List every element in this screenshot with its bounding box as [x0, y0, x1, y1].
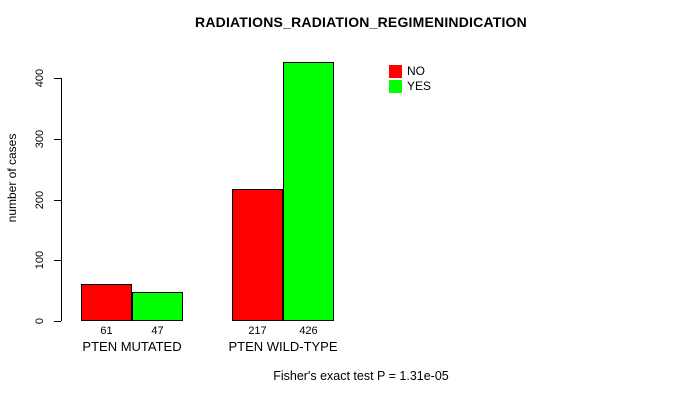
legend-item-yes: YES: [389, 79, 431, 93]
legend-swatch-no-icon: [389, 64, 402, 78]
bar-pten-mutated-no: [81, 284, 132, 321]
y-tick-mark: [54, 200, 61, 201]
legend-label-no: NO: [407, 64, 425, 78]
legend-swatch-yes-icon: [389, 79, 402, 93]
y-axis-label: number of cases: [5, 133, 19, 223]
y-tick-label: 400: [34, 68, 46, 88]
category-label-pten-mutated: PTEN MUTATED: [82, 339, 182, 354]
bar-count-label: 47: [151, 325, 164, 337]
y-tick-label: 300: [34, 129, 46, 149]
y-tick-mark: [54, 78, 61, 79]
y-tick-label: 0: [34, 317, 46, 325]
category-label-pten-wild-type: PTEN WILD-TYPE: [228, 339, 338, 354]
legend-item-no: NO: [389, 64, 431, 78]
y-tick-label: 100: [34, 250, 46, 270]
bar-pten-wild-type-yes: [283, 62, 334, 321]
bar-count-label: 61: [100, 325, 113, 337]
y-tick-mark: [54, 321, 61, 322]
y-axis-line: [61, 78, 62, 321]
legend-label-yes: YES: [407, 79, 432, 93]
bar-pten-mutated-yes: [132, 292, 183, 321]
y-tick-mark: [54, 260, 61, 261]
bar-count-label: 426: [299, 325, 318, 337]
y-tick-label: 200: [34, 190, 46, 210]
fisher-test-annotation: Fisher's exact test P = 1.31e-05: [273, 369, 449, 383]
y-tick-mark: [54, 139, 61, 140]
legend: NO YES: [389, 64, 431, 94]
chart-title: RADIATIONS_RADIATION_REGIMENINDICATION: [195, 14, 527, 30]
bar-count-label: 217: [248, 325, 267, 337]
bar-pten-wild-type-no: [232, 189, 283, 321]
